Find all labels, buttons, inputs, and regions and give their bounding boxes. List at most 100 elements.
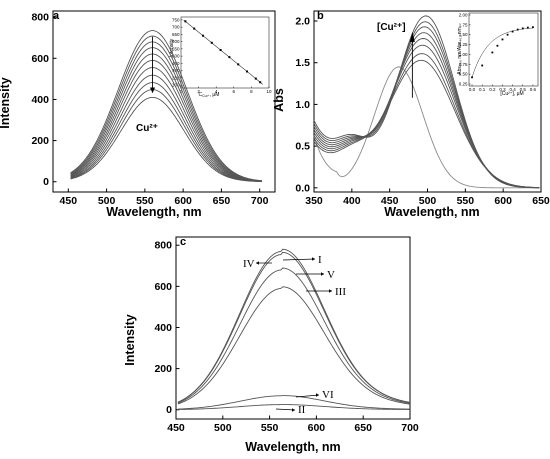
panel-a-ytick-label: 200 — [31, 135, 49, 147]
panel-b-xtick-label: 650 — [532, 195, 550, 207]
panel-c-label-arrowhead — [312, 257, 315, 261]
panel-c-xtick-label: 500 — [214, 422, 232, 434]
panel-b-ytick-label: 0.0 — [295, 182, 310, 194]
panel-c-xtick-label: 450 — [167, 422, 185, 434]
inset-a-ytick-label: 750 — [172, 17, 180, 22]
inset-b-point — [511, 30, 514, 33]
inset-b-ytick-label: 1.75 — [459, 22, 468, 27]
panel-b-arrowhead — [409, 31, 415, 42]
panel-c-series-label: III — [335, 286, 346, 298]
panel-c-series-line — [177, 286, 411, 405]
panel-b-xtick-label: 350 — [305, 195, 323, 207]
panel-c-ytick-label: 0 — [166, 404, 172, 416]
panel-a-series-line — [70, 96, 262, 182]
inset-a-xtick-label: 6 — [233, 89, 236, 94]
panel-b: b Wavelength, nm Abs [Cu²⁺] [Cu²⁺], μM A… — [272, 10, 550, 219]
panel-c-label-arrowhead — [292, 408, 295, 412]
panel-a-series-line — [70, 89, 263, 182]
inset-b-xlabel: [Cu²⁺], μM — [500, 91, 523, 97]
panel-b-xtick-label: 500 — [419, 195, 437, 207]
inset-b-point — [506, 33, 509, 36]
panel-a-xtick-label: 500 — [98, 195, 116, 207]
panel-a-ytick-label: 400 — [31, 94, 49, 106]
panel-a-xtick-label: 600 — [174, 195, 192, 207]
inset-b-point — [521, 27, 524, 30]
inset-b-ytick-label: 1.00 — [459, 52, 468, 57]
panel-c-series-label: II — [298, 404, 306, 416]
inset-b-ytick-label: 1.50 — [459, 32, 468, 37]
panel-a-xtick-label: 450 — [60, 195, 78, 207]
panel-c-frame — [175, 236, 411, 420]
panel-c-label-arrowhead — [256, 261, 259, 265]
panel-a-series-line — [70, 82, 263, 182]
inset-b-ytick-label: 2.00 — [459, 12, 468, 17]
panel-b-xtick-label: 450 — [381, 195, 399, 207]
panel-c-series-line — [177, 251, 411, 404]
inset-b-point — [481, 64, 484, 67]
inset-a-point — [184, 20, 187, 23]
inset-a-ytick-label: 350 — [172, 75, 180, 80]
panel-a-ytick-label: 800 — [31, 12, 49, 24]
panel-c-label-arrow — [295, 394, 320, 398]
panel-b-xtick-label: 600 — [494, 195, 512, 207]
inset-a-point — [254, 77, 257, 80]
panel-b-ytick-label: 1.0 — [295, 99, 310, 111]
inset-a-point — [219, 49, 222, 52]
panel-c-ylabel: Intensity — [123, 314, 137, 365]
panel-a-tag: a — [53, 10, 60, 22]
inset-a-ytick-label: 500 — [172, 54, 180, 59]
inset-b-xtick-label: 0.0 — [469, 87, 476, 92]
inset-b-ylabel: Abs₅₀₀ nm/Abs₄₆₂ nm — [457, 27, 463, 74]
panel-c-label-arrow — [282, 258, 316, 261]
inset-a-xtick-label: 4 — [215, 89, 218, 94]
panel-b-ytick-label: 1.5 — [295, 57, 310, 69]
inset-a-xtick-label: 0 — [180, 89, 183, 94]
panel-a-xtick-label: 550 — [136, 195, 154, 207]
inset-b-ytick-label: 1.25 — [459, 42, 468, 47]
panel-b-tag: b — [317, 10, 324, 22]
inset-a-ytick-label: 300 — [172, 83, 180, 88]
panel-a-xlabel: Wavelength, nm — [106, 205, 201, 219]
panel-a-series-line — [70, 53, 263, 182]
inset-a-point — [210, 41, 213, 44]
inset-b-point — [491, 51, 494, 54]
inset-b-xtick-label: 0.1 — [479, 87, 486, 92]
inset-b-xtick-label: 0.4 — [509, 87, 516, 92]
panel-c-ytick-label: 400 — [154, 322, 172, 334]
inset-b-bg — [469, 13, 538, 86]
inset-a-ytick-label: 550 — [172, 46, 180, 51]
inset-b-point — [532, 26, 534, 29]
inset-a-ytick-label: 600 — [172, 39, 180, 44]
inset-b-xtick-label: 0.5 — [520, 87, 527, 92]
inset-a-point — [193, 27, 196, 30]
panel-a-series-line — [70, 74, 263, 182]
panel-c-series-label: VI — [322, 389, 334, 401]
inset-a-ytick-label: 650 — [172, 32, 180, 37]
panel-c-xtick-label: 650 — [354, 422, 372, 434]
panel-b-cu-annotation: [Cu²⁺] — [377, 22, 406, 33]
panel-c: c Wavelength, nm Intensity 450 500 550 600 6… — [123, 236, 419, 454]
panel-a-arrowhead — [150, 87, 156, 94]
panel-a-series-line — [70, 47, 263, 182]
inset-a-xtick-label: 2 — [197, 89, 200, 94]
inset-b-frame — [468, 12, 539, 87]
panel-c-xtick-label: 600 — [308, 422, 326, 434]
panel-c-series-label: IV — [243, 258, 255, 270]
inset-a-point — [259, 81, 262, 84]
panel-c-label-arrowhead — [329, 289, 332, 293]
inset-a-xtick-label: 10 — [266, 89, 272, 94]
panel-a-xtick-label: 700 — [251, 195, 269, 207]
panel-a-ylabel: Intensity — [0, 77, 12, 128]
panel-a-series-line — [70, 67, 263, 182]
panel-c-xtick-label: 550 — [261, 422, 279, 434]
inset-a-xtick-label: 8 — [250, 89, 253, 94]
panel-a-cu-annotation: Cu²⁺ — [136, 123, 158, 134]
inset-b-xtick-label: 0.3 — [499, 87, 506, 92]
panel-a-series-line — [70, 30, 263, 182]
panel-c-label-arrowhead — [321, 272, 324, 276]
inset-b-point — [516, 28, 519, 31]
inset-a-ytick-label: 400 — [172, 68, 180, 73]
panel-c-series-line — [177, 248, 411, 403]
panel-a-xtick-label: 650 — [213, 195, 231, 207]
